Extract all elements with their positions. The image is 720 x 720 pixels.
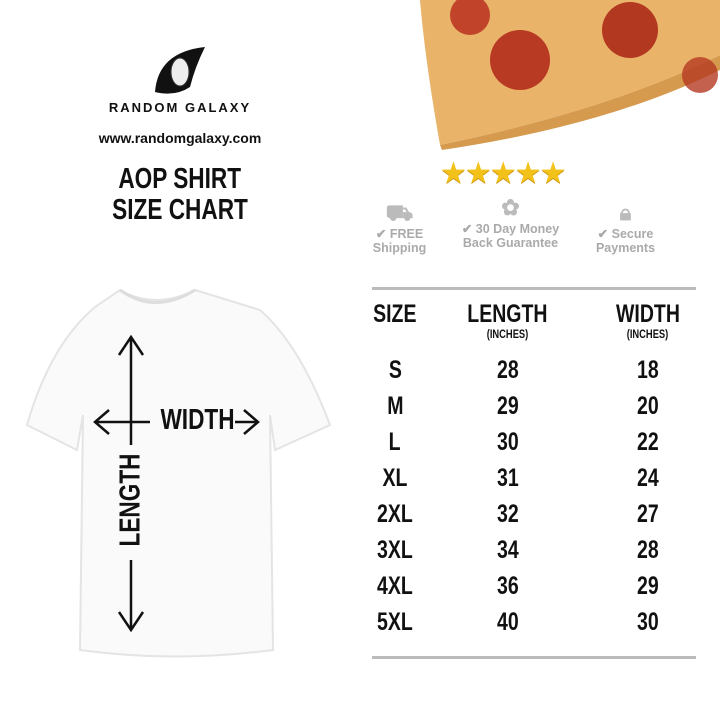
length-cell: 36	[496, 571, 519, 600]
length-cell: 32	[496, 499, 519, 528]
size-cell: 2XL	[377, 499, 413, 528]
brand-url: www.randomgalaxy.com	[98, 130, 262, 146]
length-label: LENGTH	[114, 453, 147, 547]
width-cell: 29	[636, 571, 659, 600]
width-cell: 24	[636, 463, 659, 492]
table-row: 2XL 32 27	[360, 496, 710, 532]
length-cell: 30	[496, 427, 519, 456]
badge-free-shipping: ⛟ ✔ FREE Shipping	[352, 200, 447, 255]
width-cell: 30	[636, 607, 659, 636]
table-row: L 30 22	[360, 424, 710, 460]
page-title: AOP SHIRT SIZE CHART	[60, 164, 300, 226]
lock-icon: 🔒︎	[619, 200, 632, 225]
size-table: SIZE LENGTH (INCHES) WIDTH (INCHES) S 28 18 M…	[360, 300, 710, 640]
width-cell: 28	[636, 535, 659, 564]
truck-icon: ⛟	[385, 200, 414, 225]
width-unit: (INCHES)	[626, 327, 669, 341]
length-cell: 40	[496, 607, 519, 636]
check-icon: ✔	[375, 227, 387, 241]
table-top-rule	[372, 287, 696, 290]
tshirt-diagram	[25, 288, 332, 658]
length-cell: 31	[496, 463, 519, 492]
badge-money-back: ✿ ✔ 30 Day Money Back Guarantee	[458, 195, 563, 250]
width-cell: 20	[636, 391, 659, 420]
table-header: SIZE LENGTH (INCHES) WIDTH (INCHES)	[360, 300, 710, 352]
size-cell: XL	[382, 463, 408, 492]
table-row: 5XL 40 30	[360, 604, 710, 640]
award-ribbon-icon: ✿	[501, 195, 520, 220]
table-row: S 28 18	[360, 352, 710, 388]
length-cell: 34	[496, 535, 519, 564]
badge-label: FREE Shipping	[372, 227, 427, 255]
size-cell: 3XL	[377, 535, 413, 564]
header-length: LENGTH	[467, 300, 548, 328]
check-icon: ✔	[461, 222, 473, 236]
table-bottom-rule	[372, 656, 696, 659]
star-rating: ★★★★★	[440, 157, 566, 190]
pizza-slice-image	[420, 0, 720, 150]
size-cell: L	[389, 427, 401, 456]
check-icon: ✔	[597, 227, 609, 241]
random-galaxy-eye-logo	[155, 47, 205, 94]
badge-label: Secure Payments	[595, 227, 656, 255]
brand-name: RANDOM GALAXY	[108, 100, 252, 115]
title-line-1: AOP SHIRT	[118, 163, 242, 195]
size-cell: M	[386, 391, 404, 420]
width-cell: 22	[636, 427, 659, 456]
length-cell: 29	[496, 391, 519, 420]
length-unit: (INCHES)	[486, 327, 529, 341]
size-cell: 4XL	[377, 571, 413, 600]
table-row: XL 31 24	[360, 460, 710, 496]
badge-secure-payments: 🔒︎ ✔ Secure Payments	[568, 200, 683, 255]
measure-arrows	[93, 334, 260, 633]
title-line-2: SIZE CHART	[112, 194, 248, 226]
table-row: 3XL 34 28	[360, 532, 710, 568]
length-cell: 28	[496, 355, 519, 384]
table-row: 4XL 36 29	[360, 568, 710, 604]
header-size: SIZE	[373, 300, 417, 328]
badge-label: 30 Day Money Back Guarantee	[462, 222, 560, 250]
size-cell: 5XL	[377, 607, 413, 636]
width-cell: 27	[636, 499, 659, 528]
size-cell: S	[388, 355, 402, 384]
width-cell: 18	[636, 355, 659, 384]
width-label: WIDTH	[160, 404, 235, 436]
table-row: M 29 20	[360, 388, 710, 424]
header-width: WIDTH	[615, 300, 680, 328]
